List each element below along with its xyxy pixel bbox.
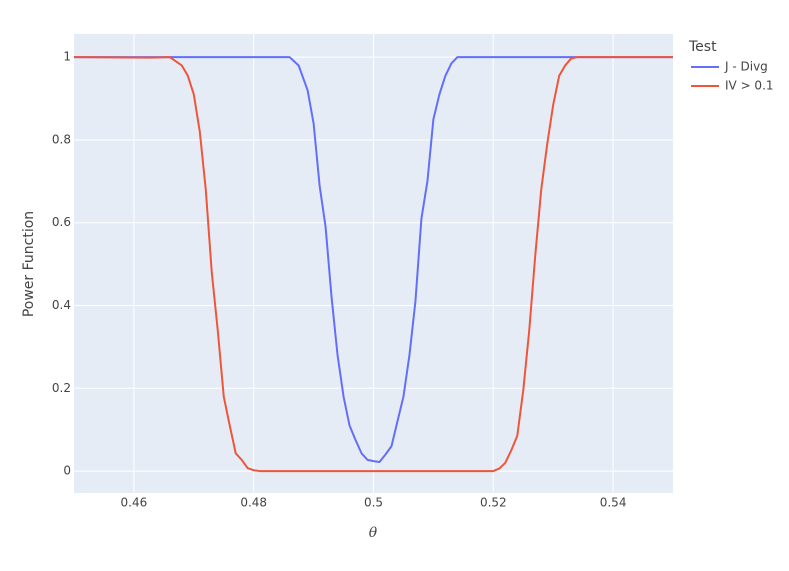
legend-title: Test xyxy=(688,39,717,55)
y-tick-label: 0 xyxy=(63,464,71,478)
legend-label: J - Divg xyxy=(724,60,768,74)
y-tick-label: 0.4 xyxy=(52,298,71,312)
series-line xyxy=(73,56,673,473)
x-tick-label: 0.5 xyxy=(364,496,383,510)
y-tick-label: 0.2 xyxy=(52,381,71,395)
y-axis-title: Power Function xyxy=(21,211,37,317)
legend-label: IV > 0.1 xyxy=(725,79,774,93)
x-tick-label: 0.46 xyxy=(121,496,148,510)
y-tick-label: 0.6 xyxy=(52,215,71,229)
series-line xyxy=(74,56,673,463)
x-tick-label: 0.54 xyxy=(600,496,627,510)
y-tick-label: 0.8 xyxy=(52,132,71,146)
y-tick-label: 1 xyxy=(63,50,71,64)
x-axis-title: θ xyxy=(369,525,378,541)
x-tick-label: 0.48 xyxy=(240,496,267,510)
x-tick-label: 0.52 xyxy=(480,496,507,510)
